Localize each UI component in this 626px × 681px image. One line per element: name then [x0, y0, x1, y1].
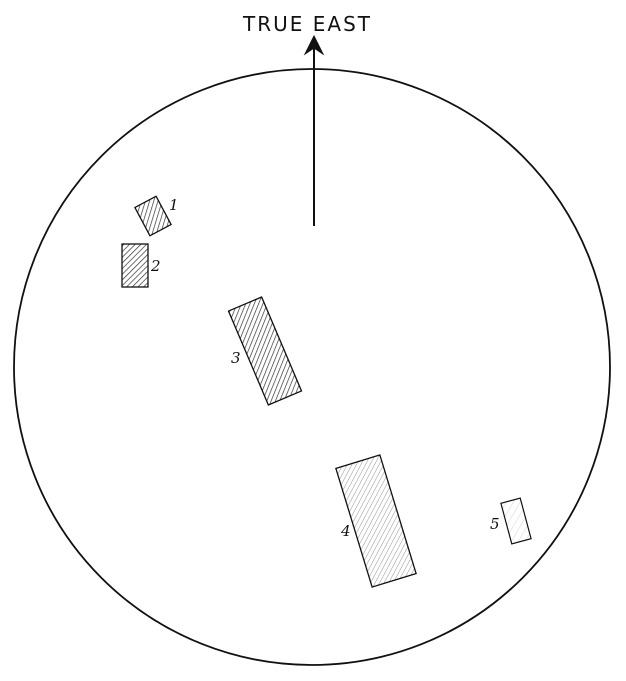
- marker-2-label: 2: [151, 257, 161, 275]
- marker-5-label: 5: [490, 515, 500, 533]
- marker-2-rectangle: [121, 243, 149, 288]
- marker-4-rectangle: [335, 454, 417, 588]
- marker-3-label: 3: [231, 349, 241, 367]
- marker-1-rectangle: [134, 195, 172, 237]
- marker-5-rectangle: [500, 497, 532, 545]
- true-east-arrow: [303, 34, 325, 226]
- marker-4-label: 4: [341, 522, 351, 540]
- marker-1-label: 1: [169, 196, 179, 214]
- direction-label: TRUE EAST: [243, 12, 372, 36]
- boundary-circle: [13, 68, 611, 666]
- marker-3-rectangle: [227, 296, 303, 406]
